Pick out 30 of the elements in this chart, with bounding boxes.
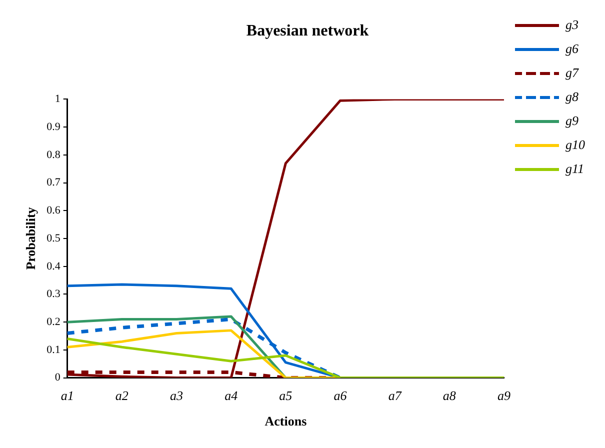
x-tick-label: a7 [388,388,402,404]
y-axis-title: Probability [23,206,38,270]
x-tick-label: a1 [60,388,74,404]
x-tick-label: a2 [115,388,129,404]
y-tick-label: 0.5 [46,232,61,244]
x-tick-label: a6 [334,388,348,404]
x-axis-title: Actions [264,414,307,429]
legend-label: g7 [566,64,579,80]
y-tick-label: 0.3 [46,288,61,300]
y-tick-label: 0.8 [46,148,61,161]
legend-label: g3 [566,16,579,32]
legend-label: g10 [566,136,586,152]
x-tick-label: a8 [442,388,456,404]
y-tick-label: 0.4 [46,260,61,272]
y-tick-label: 0.1 [46,344,60,356]
x-tick-label: a5 [279,388,293,404]
legend-label: g9 [566,112,579,128]
legend-label: g8 [566,88,579,104]
legend-label: g11 [566,160,584,176]
x-tick-label: a4 [224,388,238,404]
y-tick-label: 0.2 [46,316,60,328]
y-tick-label: 0 [54,372,61,384]
chart-title: Bayesian network [246,22,369,40]
y-tick-label: 0.6 [46,204,61,217]
y-tick-label: 0.9 [46,120,61,133]
y-tick-label: 1 [54,93,60,106]
x-tick-label: a9 [498,388,511,404]
x-tick-label: a3 [170,388,184,404]
legend-label: g6 [566,40,579,56]
y-tick-label: 0.7 [46,176,61,189]
